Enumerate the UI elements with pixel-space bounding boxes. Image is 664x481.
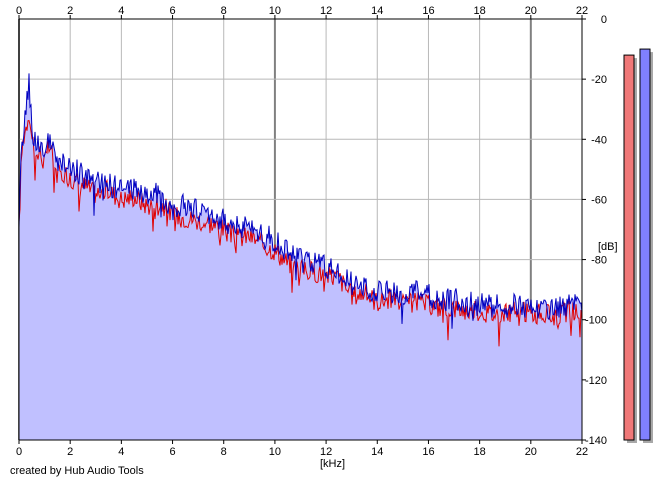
spectrum-area	[19, 73, 582, 440]
x-tick-label-bottom: 8	[221, 446, 227, 458]
x-tick-label-top: 4	[118, 5, 124, 17]
x-tick-label-bottom: 2	[67, 446, 73, 458]
x-tick-label-top: 14	[371, 5, 383, 17]
level-meter-bar	[623, 54, 635, 441]
x-tick-label-bottom: 4	[118, 446, 124, 458]
x-tick-label-top: 22	[576, 5, 588, 17]
x-tick-label-bottom: 22	[576, 446, 588, 458]
x-tick-label-top: 20	[525, 5, 537, 17]
y-tick-label: -40	[591, 134, 607, 146]
y-tick-label: -80	[591, 255, 607, 267]
x-tick-label-top: 2	[67, 5, 73, 17]
x-tick-label-bottom: 6	[169, 446, 175, 458]
x-tick-label-bottom: 18	[474, 446, 486, 458]
x-tick-label-top: 0	[16, 5, 22, 17]
credit-text: created by Hub Audio Tools	[10, 465, 144, 477]
y-tick-label: -20	[591, 74, 607, 86]
y-tick-label: 0	[601, 14, 607, 26]
y-tick-label: -60	[591, 194, 607, 206]
x-tick-label-bottom: 10	[269, 446, 281, 458]
x-tick-label-top: 16	[422, 5, 434, 17]
axes: 002244668810101212141416161818202022220-…	[16, 5, 607, 458]
x-tick-label-bottom: 12	[320, 446, 332, 458]
x-tick-label-top: 18	[474, 5, 486, 17]
x-tick-label-top: 12	[320, 5, 332, 17]
spectrum-fill	[19, 73, 582, 440]
y-tick-label: -140	[585, 435, 607, 447]
series-line-blue	[18, 73, 583, 329]
series-lines	[18, 73, 583, 347]
x-tick-label-top: 6	[169, 5, 175, 17]
y-tick-label: -120	[585, 375, 607, 387]
x-tick-label-bottom: 0	[16, 446, 22, 458]
level-meter-bar	[639, 48, 651, 441]
x-tick-label-bottom: 14	[371, 446, 383, 458]
x-tick-label-bottom: 20	[525, 446, 537, 458]
level-meters	[623, 48, 653, 443]
x-tick-label-top: 10	[269, 5, 281, 17]
y-tick-label: -100	[585, 315, 607, 327]
plot-frame	[18, 18, 583, 441]
x-tick-label-bottom: 16	[422, 446, 434, 458]
x-axis-label: [kHz]	[320, 458, 345, 470]
y-axis-label: [dB]	[598, 241, 618, 253]
x-tick-label-top: 8	[221, 5, 227, 17]
